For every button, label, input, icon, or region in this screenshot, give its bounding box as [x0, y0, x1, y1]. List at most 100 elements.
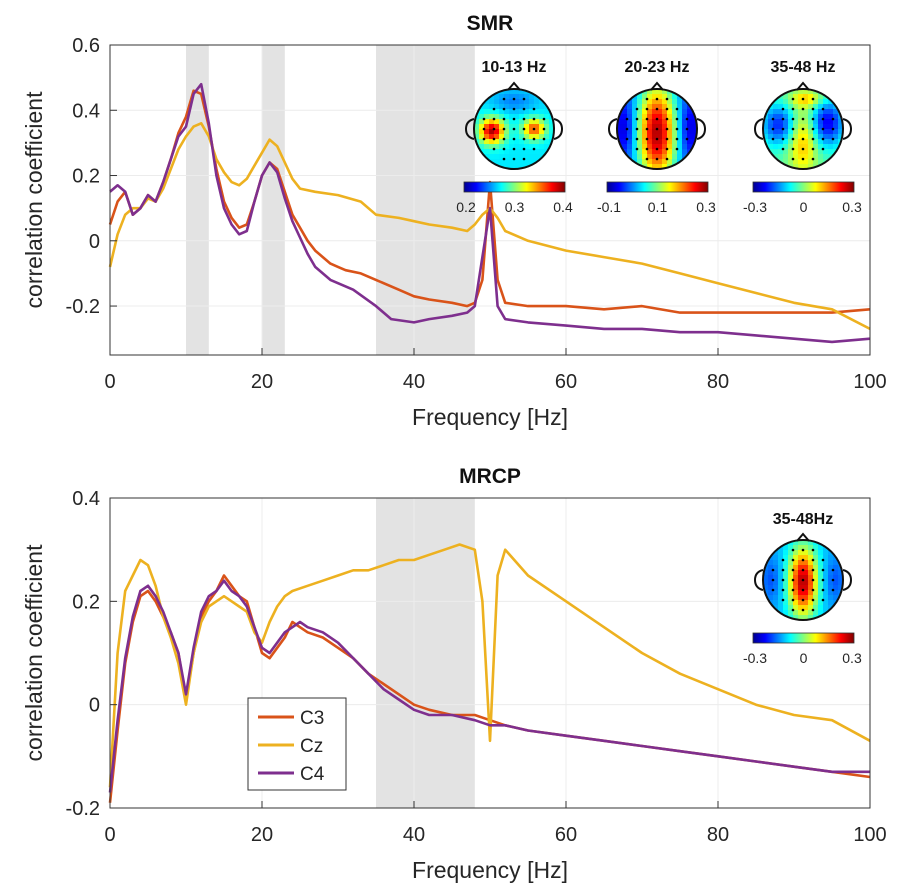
series-line-cz — [108, 543, 871, 788]
electrode-dot — [781, 107, 785, 111]
electrode-dot — [801, 598, 805, 602]
heatmap-cell — [778, 595, 784, 601]
heatmap-cell — [667, 124, 673, 130]
heatmap-cell — [783, 610, 789, 616]
heatmap-cell — [647, 89, 653, 95]
heatmap-cell — [687, 144, 693, 150]
electrode-dot — [811, 558, 815, 562]
heatmap-cell — [622, 144, 628, 150]
heatmap-cell — [509, 114, 515, 120]
head-outline — [762, 539, 844, 621]
heatmap-cell — [798, 99, 804, 105]
heatmap-cell — [534, 109, 540, 115]
heatmap-cell — [504, 89, 510, 95]
heatmap-cell — [682, 104, 688, 110]
heatmap-cell — [657, 119, 663, 125]
heatmap-cell — [808, 129, 814, 135]
heatmap-cell — [682, 144, 688, 150]
heatmap-cell — [692, 119, 697, 125]
heatmap-cell — [504, 144, 510, 150]
heatmap-cell — [672, 129, 678, 135]
right-ear — [842, 569, 853, 591]
heatmap-cell — [783, 104, 789, 110]
legend-label: C3 — [300, 708, 324, 729]
heatmap-cell — [818, 605, 824, 611]
electrode-dot — [791, 147, 795, 151]
electrode-dot — [675, 117, 679, 121]
heatmap-cell — [672, 109, 678, 115]
heatmap-cell — [813, 154, 819, 160]
heatmap-cell — [489, 134, 495, 140]
heatmap-cell — [808, 89, 814, 95]
heatmap-cell — [798, 545, 804, 551]
heatmap-cell — [833, 114, 839, 120]
heatmap-cell — [647, 119, 653, 125]
heatmap-cell — [818, 545, 824, 551]
heatmap-cell — [813, 605, 819, 611]
heatmap-cell — [828, 144, 834, 150]
electrode-dot — [635, 127, 639, 131]
heatmap-cell — [534, 124, 540, 130]
heatmap-cell — [808, 164, 814, 169]
heatmap-cell — [833, 134, 839, 140]
heatmap-cell — [833, 580, 839, 586]
electrode-dot — [791, 568, 795, 572]
electrode-dot — [532, 147, 536, 151]
heatmap-cell — [793, 615, 799, 620]
heatmap-cell — [778, 109, 784, 115]
electrode-dot — [685, 117, 689, 121]
series-line-c4 — [109, 82, 871, 344]
heatmap-cell — [652, 154, 658, 160]
heatmap-cell — [524, 149, 530, 155]
heatmap-cell — [823, 139, 829, 145]
heatmap-cell — [803, 545, 809, 551]
heatmap-cell — [534, 149, 540, 155]
heatmap-cell — [647, 94, 653, 100]
heatmap-cell — [524, 104, 530, 110]
heatmap-cell — [773, 565, 779, 571]
heatmap-cell — [494, 149, 500, 155]
heatmap-cell — [627, 129, 633, 135]
y-tick-label: 0.2 — [72, 591, 100, 613]
nose — [796, 81, 810, 91]
heatmap-cell — [539, 134, 545, 140]
electrode-dot — [502, 107, 506, 111]
heatmap-cell — [783, 555, 789, 561]
heatmap-cell — [519, 164, 525, 169]
colorbar-tick-label: 0.2 — [456, 199, 476, 215]
electrode-dot — [791, 137, 795, 141]
x-tick-label: 80 — [707, 371, 729, 393]
heatmap-cell — [823, 605, 829, 611]
heatmap-cell — [808, 104, 814, 110]
heatmap-cell — [647, 159, 653, 165]
heatmap-cell — [823, 134, 829, 140]
x-tick-label: 0 — [104, 371, 115, 393]
heatmap-cell — [489, 109, 495, 115]
left-ear — [753, 569, 764, 591]
heatmap-cell — [803, 580, 809, 586]
heatmap-cell — [768, 585, 774, 591]
heatmap-cell — [808, 154, 814, 160]
heatmap-cell — [662, 129, 668, 135]
heatmap-cell — [773, 570, 779, 576]
electrode-dot — [685, 127, 689, 131]
heatmap-cell — [484, 109, 490, 115]
heatmap-cell — [813, 99, 819, 105]
heatmap-cell — [642, 129, 648, 135]
heatmap-cell — [803, 590, 809, 596]
heatmap-cell — [818, 550, 824, 556]
heatmap-cell — [479, 124, 485, 130]
heatmap-cell — [828, 134, 834, 140]
electrode-dot — [522, 147, 526, 151]
heatmap-cell — [519, 119, 525, 125]
heatmap-cell — [823, 124, 829, 130]
axes-frame — [109, 497, 871, 809]
heatmap-cell — [803, 540, 809, 546]
heatmap-cell — [818, 124, 824, 130]
heatmap-cell — [652, 114, 658, 120]
heatmap-cell — [672, 114, 678, 120]
heatmap-cell — [833, 119, 839, 125]
heatmap-cell — [773, 124, 779, 130]
heatmap-cell — [823, 109, 829, 115]
heatmap-cell — [813, 550, 819, 556]
